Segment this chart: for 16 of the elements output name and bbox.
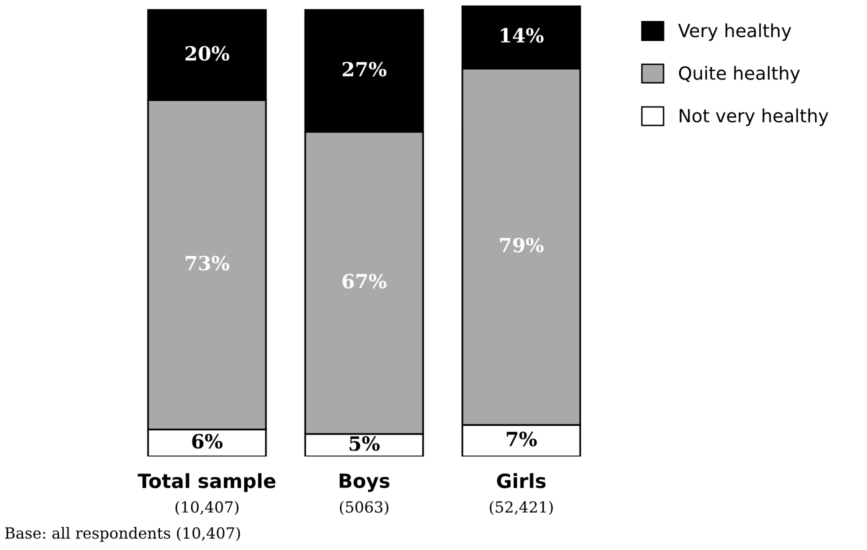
legend-label: Very healthy xyxy=(678,23,792,41)
data-label: 73% xyxy=(186,256,230,270)
data-label: 7% xyxy=(506,432,537,446)
data-label: 27% xyxy=(342,62,386,77)
legend-label: Not very healthy xyxy=(680,108,828,126)
x-tick-label: Boys (5063) xyxy=(340,474,390,515)
x-tick-label: Total sample (10,407) xyxy=(138,473,276,515)
x-tick-label: Girls (52,421) xyxy=(490,473,553,515)
data-label: 5% xyxy=(350,436,380,451)
data-label: 67% xyxy=(342,274,386,289)
data-label: 79% xyxy=(500,238,544,252)
legend-label: Quite healthy xyxy=(679,66,800,84)
data-label: 6% xyxy=(192,434,223,449)
data-label: 14% xyxy=(500,28,544,43)
data-label: 20% xyxy=(186,46,230,61)
text: Base: all respondents (10,407) xyxy=(5,526,240,542)
